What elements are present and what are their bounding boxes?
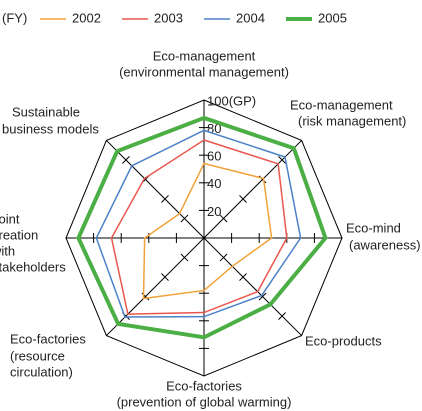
tick-mark [239,195,247,203]
tick-mark [161,273,169,281]
legend-label: 2004 [236,10,265,25]
category-label: Eco-factories [166,378,242,393]
tick-mark [161,195,169,203]
r-tick-label: 100(GP) [207,93,256,108]
category-label: business models [2,121,99,136]
series-line [95,129,302,318]
category-label: Eco-management [153,48,256,63]
category-label: Eco-products [305,333,382,348]
tick-mark [278,156,286,164]
axis-line [106,140,205,239]
tick-mark [258,292,267,301]
axis-line [203,237,302,336]
legend-title: (FY) [2,10,27,25]
category-label: Eco-factories [10,331,86,346]
category-label: with [0,243,15,258]
category-label: (prevention of global warming) [117,394,292,409]
category-label: circulation) [10,364,73,379]
series-line [110,139,288,315]
category-label: Eco-mind [346,220,401,235]
series-line [142,162,273,300]
tick-mark [180,253,189,262]
tick-mark [278,312,286,320]
legend-label: 2005 [318,10,347,25]
r-tick-label: 20 [207,204,221,219]
legend-label: 2003 [154,10,183,25]
category-label: (resource [10,348,65,363]
category-label: Sustainable [12,104,80,119]
tick-mark [180,214,189,223]
category-label: (awareness) [349,237,421,252]
category-label: stakeholders [0,259,66,274]
tick-mark [219,214,228,223]
category-label: creation [0,227,38,242]
axis-line [106,237,205,336]
category-label: (environmental management) [119,64,289,79]
legend-label: 2002 [72,10,101,25]
r-tick-label: 40 [207,176,221,191]
tick-mark [122,156,130,164]
tick-mark [239,273,247,281]
category-label: Joint [0,211,20,226]
grid-outline [65,99,343,377]
category-label: Eco-management [290,97,393,112]
r-tick-label: 60 [207,149,221,164]
series-line [76,115,328,340]
tick-mark [219,253,228,262]
category-label: (risk management) [298,113,406,128]
